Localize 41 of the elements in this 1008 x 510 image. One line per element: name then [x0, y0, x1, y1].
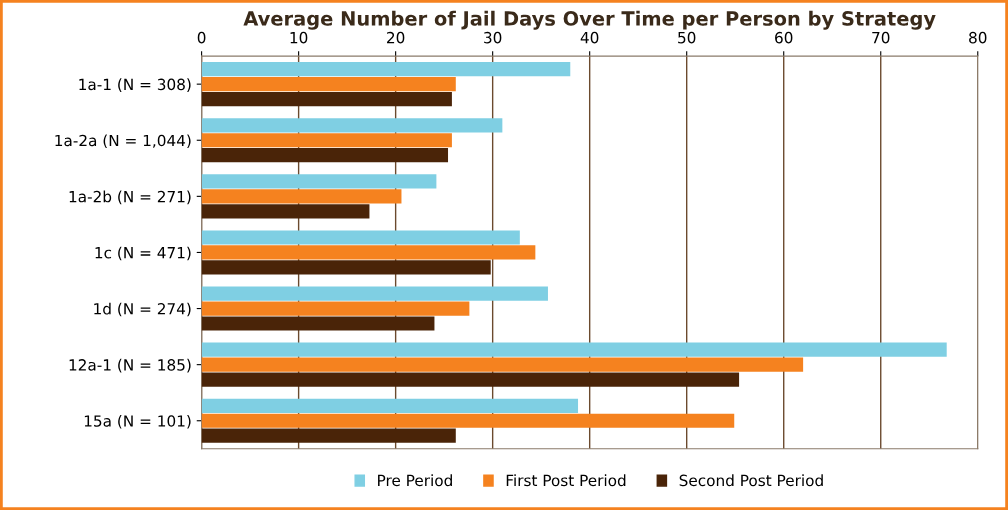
bar: [201, 286, 548, 301]
bar: [201, 62, 571, 77]
bar: [201, 230, 520, 245]
x-tick-label: 60: [775, 31, 793, 44]
y-tick-label: 1a-2a (N = 1,044): [55, 134, 191, 149]
bar: [201, 260, 491, 275]
bar: [201, 118, 503, 133]
x-tick-label: 70: [872, 31, 890, 44]
legend-label: First Post Period: [506, 474, 626, 487]
x-tick-label: 40: [580, 31, 599, 44]
x-tick-label: 20: [387, 31, 405, 44]
bar: [201, 204, 370, 219]
y-tick-label: 12a-1 (N = 185): [69, 358, 191, 373]
bar: [201, 92, 452, 107]
legend-label: Pre Period: [378, 474, 452, 487]
y-tick-label: 1c (N = 471): [95, 246, 191, 261]
bar: [201, 174, 437, 189]
bar: [201, 372, 740, 387]
bar: [201, 413, 735, 428]
y-tick-label: 1a-1 (N = 308): [79, 78, 191, 92]
x-tick-label: 30: [484, 31, 502, 44]
x-tick-label: 0: [197, 31, 206, 44]
x-tick-label: 80: [969, 31, 987, 44]
legend-label: Second Post Period: [679, 474, 823, 487]
x-tick-label: 50: [678, 31, 696, 44]
bar: [201, 357, 804, 372]
bar: [201, 301, 470, 316]
bar: [201, 398, 579, 413]
bar: [201, 189, 402, 204]
x-tick-label: 10: [290, 31, 308, 44]
y-tick-label: 15a (N = 101): [84, 414, 191, 429]
y-tick-label: 1a-2b (N = 271): [69, 190, 191, 205]
bar: [201, 245, 536, 260]
bar: [201, 342, 947, 357]
bar: [201, 133, 452, 148]
bar: [201, 148, 449, 163]
chart-title: Average Number of Jail Days Over Time per Person by Strategy: [243, 10, 936, 30]
bar: [201, 428, 456, 443]
y-tick-label: 1d (N = 274): [94, 302, 191, 317]
bar: [201, 77, 456, 92]
bar: [201, 316, 435, 331]
